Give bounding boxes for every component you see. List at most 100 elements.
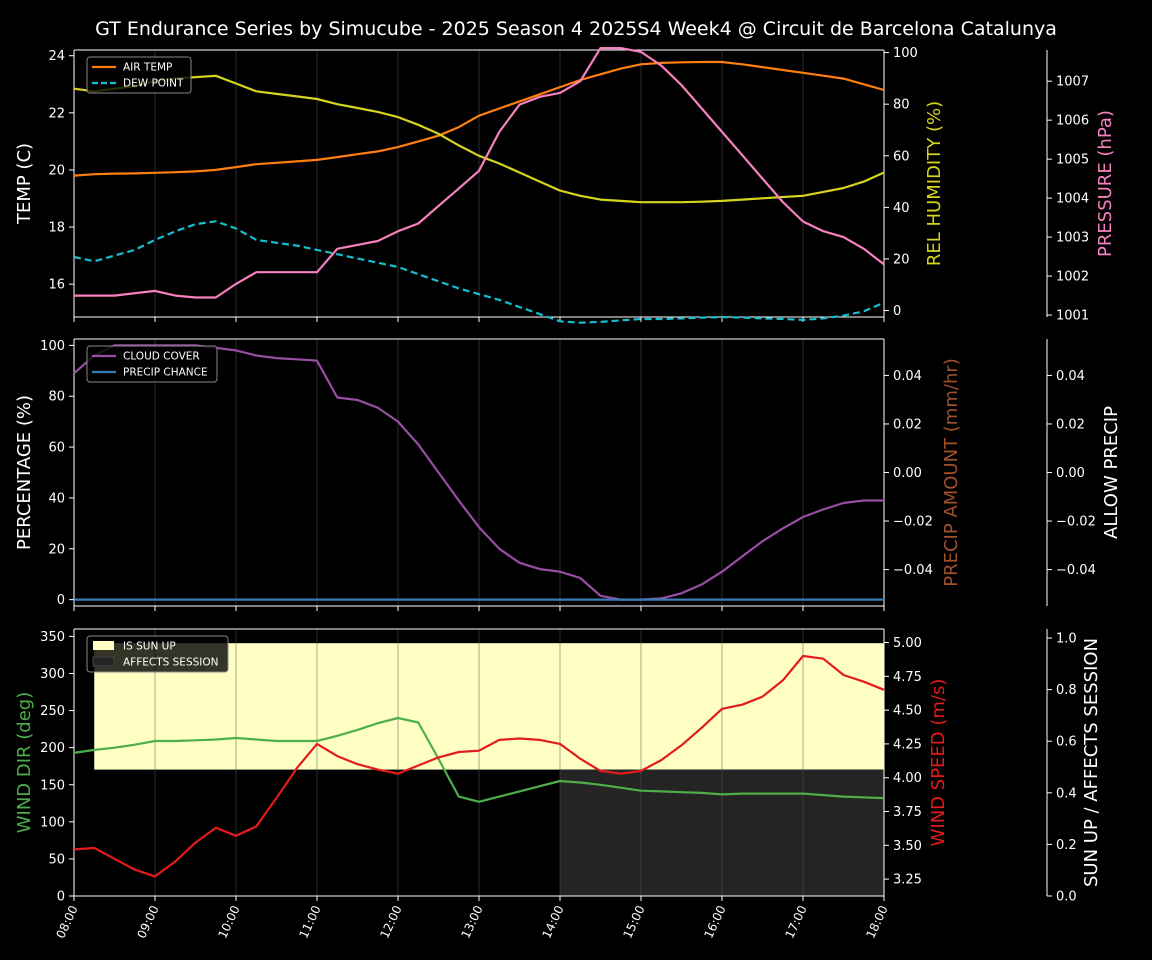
panel-2: 0 20 40 60 80 100 −0.04 −0.02 0.00 0.02 0.04 −0.04 −…	[14, 338, 1122, 611]
legend-box	[86, 635, 229, 673]
y-tick-label: 0	[57, 593, 65, 608]
y-tick-label: 250	[40, 704, 65, 719]
y-tick-label: 60	[48, 441, 65, 456]
series-pressure	[74, 46, 885, 299]
y-tick-label: 20	[48, 163, 65, 178]
series-wind-dir	[73, 716, 885, 803]
y3-tick-label: 1006	[1056, 114, 1089, 129]
y-tick-label: 300	[40, 667, 65, 682]
y2-tick-label: 60	[893, 149, 910, 164]
y2-axis-label: WIND SPEED (m/s)	[928, 679, 949, 847]
series-rel-humidity	[73, 74, 885, 204]
y-tick-label: 40	[48, 491, 65, 506]
y2-tick-label: 3.50	[893, 839, 922, 854]
y-tick-label: 80	[48, 390, 65, 405]
legend-label: PRECIP CHANCE	[123, 367, 208, 379]
y-tick-label: 18	[48, 221, 65, 236]
legend-box	[86, 345, 218, 383]
x-tick-label: 15:00	[620, 903, 647, 940]
y-tick-label: 350	[40, 630, 65, 645]
legend-swatch	[93, 641, 114, 650]
y-tick-label: 150	[40, 778, 65, 793]
y2-axis-label: PRECIP AMOUNT (mm/hr)	[941, 358, 962, 587]
series-wind-speed	[73, 654, 885, 878]
y-tick-label: 200	[40, 741, 65, 756]
y3-tick-label: 0.0	[1056, 890, 1077, 905]
y-tick-label: 24	[48, 49, 65, 64]
legend-label: IS SUN UP	[123, 641, 176, 653]
y2-tick-label: 0.02	[893, 417, 922, 432]
y3-axis-label: SUN UP / AFFECTS SESSION	[1081, 638, 1102, 887]
legend: AIR TEMP DEW POINT	[86, 56, 192, 94]
x-tick-label: 17:00	[782, 903, 809, 940]
y2-axis-label: REL HUMIDITY (%)	[924, 101, 945, 266]
y3-tick-label: 1005	[1056, 153, 1089, 168]
y2-tick-label: 100	[893, 46, 918, 61]
y-axis-label: TEMP (C)	[14, 143, 35, 225]
y3-tick-label: 0.8	[1056, 683, 1077, 698]
y2-tick-label: −0.04	[893, 563, 933, 578]
y3-tick-label: 1003	[1056, 231, 1089, 246]
y2-tick-label: 4.75	[893, 670, 922, 685]
y3-tick-label: 0.02	[1056, 417, 1085, 432]
x-tick-label: 10:00	[215, 903, 242, 940]
y3-tick-label: 1007	[1056, 75, 1089, 90]
y3-axis-label: PRESSURE (hPa)	[1095, 110, 1116, 257]
y3-tick-label: 0.4	[1056, 786, 1077, 801]
legend-label: CLOUD COVER	[123, 351, 200, 363]
y3-tick-label: 1004	[1056, 192, 1089, 207]
x-tick-label: 14:00	[539, 903, 566, 940]
panel-1: 16 18 20 22 24 0 20 40 60 80 100 1001 1002 1003 1004 10…	[14, 46, 1116, 324]
y-tick-label: 22	[48, 106, 65, 121]
y-tick-label: 100	[40, 339, 65, 354]
y2-tick-label: 3.75	[893, 805, 922, 820]
legend-label: DEW POINT	[123, 78, 184, 90]
x-tick-label: 11:00	[296, 903, 323, 940]
y3-tick-label: 1001	[1056, 309, 1089, 324]
y3-axis-label: ALLOW PRECIP	[1101, 406, 1122, 539]
legend: IS SUN UP AFFECTS SESSION	[86, 635, 229, 673]
y2-tick-label: 4.25	[893, 737, 922, 752]
x-tick-label: 09:00	[134, 903, 161, 940]
y2-tick-label: 0	[893, 304, 901, 319]
y3-tick-label: 0.04	[1056, 369, 1085, 384]
y-tick-label: 100	[40, 815, 65, 830]
x-tick-label: 16:00	[701, 903, 728, 940]
y2-tick-label: 4.50	[893, 704, 922, 719]
x-tick-label: 18:00	[863, 903, 890, 940]
y2-tick-label: 0.00	[893, 466, 922, 481]
series-air-temp	[73, 60, 885, 177]
y3-tick-label: −0.02	[1056, 515, 1096, 530]
y3-tick-label: 0.2	[1056, 838, 1077, 853]
x-tick-label: 13:00	[458, 903, 485, 940]
series-dew-point	[73, 220, 885, 324]
y3-tick-label: 1.0	[1056, 632, 1077, 647]
y3-tick-label: 0.6	[1056, 735, 1077, 750]
chart-title: GT Endurance Series by Simucube - 2025 S…	[95, 18, 1057, 40]
y2-tick-label: 3.25	[893, 873, 922, 888]
legend: CLOUD COVER PRECIP CHANCE	[86, 345, 218, 383]
y2-tick-label: −0.02	[893, 515, 933, 530]
y-axis-label: WIND DIR (deg)	[14, 692, 35, 834]
x-tick-label: 08:00	[53, 903, 80, 940]
y2-tick-label: 4.00	[893, 771, 922, 786]
legend-label: AIR TEMP	[123, 62, 172, 74]
legend-label: AFFECTS SESSION	[123, 657, 219, 669]
y-tick-label: 16	[48, 278, 65, 293]
panel-3: 0 50 100 150 200 250 300 350 3.25 3.50 3.75 4.00 4.2…	[14, 628, 1102, 941]
legend-swatch	[92, 656, 115, 667]
y-tick-label: 0	[57, 890, 65, 905]
y2-tick-label: 20	[893, 252, 910, 267]
y2-tick-label: 40	[893, 201, 910, 216]
y3-tick-label: −0.04	[1056, 563, 1096, 578]
y2-tick-label: 80	[893, 98, 910, 113]
y-tick-label: 50	[48, 852, 65, 867]
y-tick-label: 20	[48, 542, 65, 557]
y-axis-label: PERCENTAGE (%)	[14, 395, 35, 550]
x-tick-label: 12:00	[377, 903, 404, 940]
y3-tick-label: 0.00	[1056, 466, 1085, 481]
y3-tick-label: 1002	[1056, 270, 1089, 285]
y2-tick-label: 0.04	[893, 369, 922, 384]
y2-tick-label: 5.00	[893, 636, 922, 651]
